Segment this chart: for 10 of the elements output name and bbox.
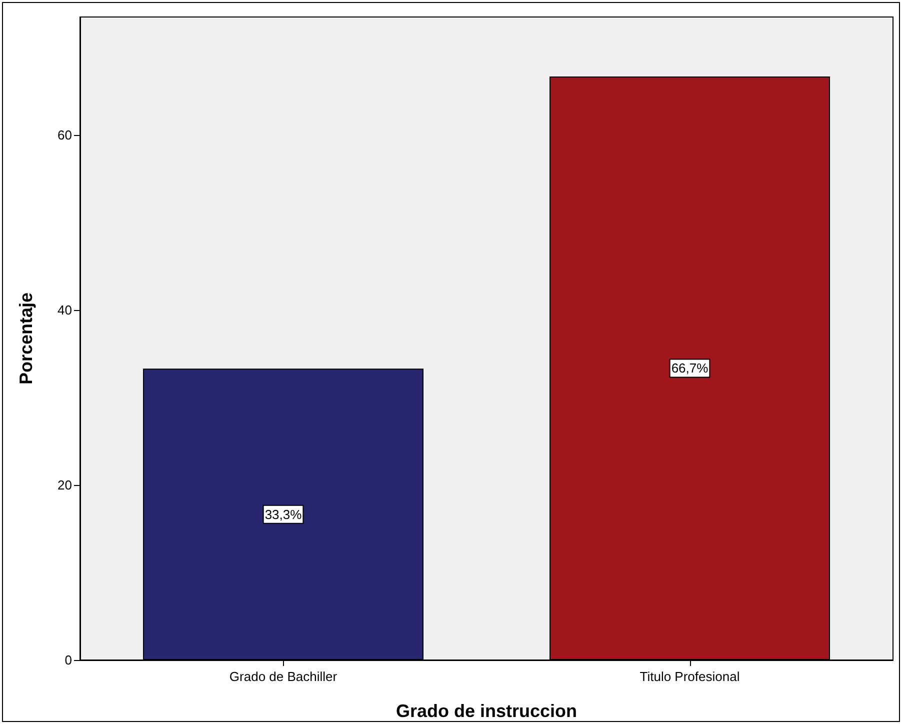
- y-tick-label: 0: [64, 652, 72, 668]
- x-tick-label: Grado de Bachiller: [229, 669, 338, 684]
- data-label: 33,3%: [264, 506, 302, 522]
- y-tick-label: 60: [58, 128, 72, 143]
- data-label: 66,7%: [671, 360, 709, 376]
- y-axis-title: Porcentaje: [16, 292, 36, 385]
- x-axis-title: Grado de instruccion: [396, 701, 578, 721]
- y-tick-label: 20: [58, 478, 72, 493]
- y-tick-label: 40: [58, 302, 72, 318]
- x-tick-label: Titulo Profesional: [640, 669, 740, 684]
